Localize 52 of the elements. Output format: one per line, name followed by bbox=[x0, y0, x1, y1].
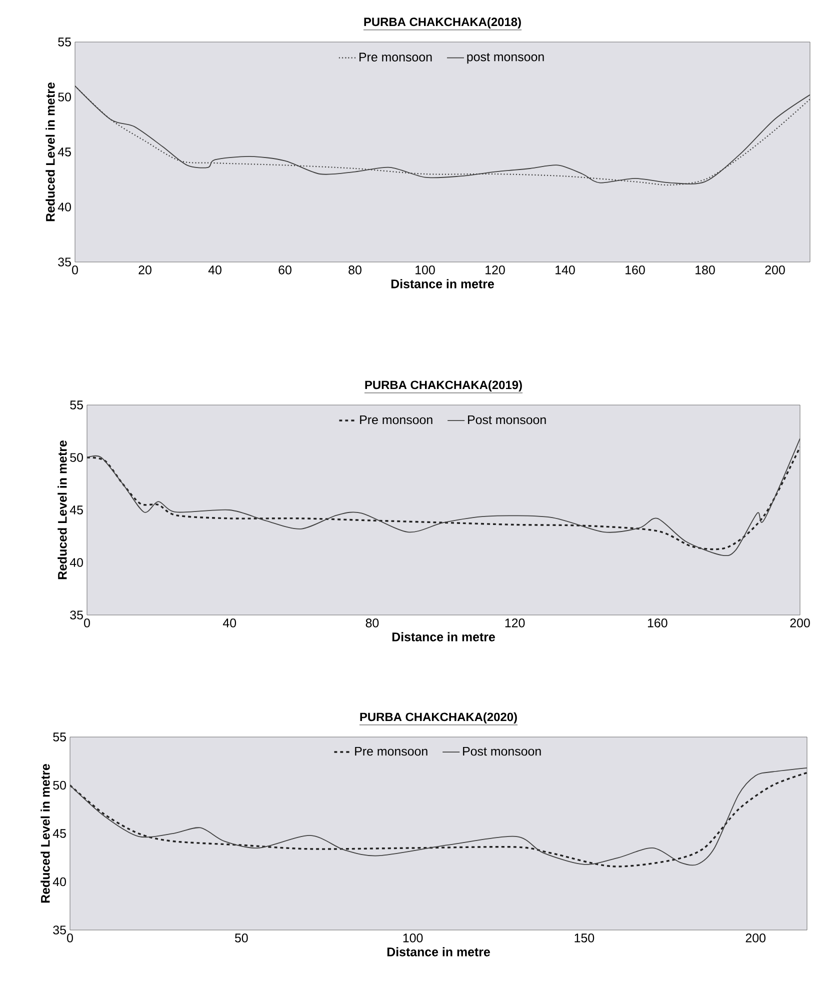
x-tick-label: 140 bbox=[556, 266, 575, 274]
x-tick-label: 100 bbox=[403, 934, 423, 942]
x-tick-label: 60 bbox=[278, 266, 292, 274]
chart-title: PURBA CHAKCHAKA(2019) bbox=[365, 380, 522, 392]
x-tick-label: 0 bbox=[72, 266, 78, 274]
y-tick-label: 50 bbox=[70, 453, 83, 462]
y-axis-title: Reduced Level in metre bbox=[58, 440, 67, 580]
x-tick-label: 80 bbox=[366, 618, 379, 628]
y-tick-label: 45 bbox=[58, 148, 71, 156]
x-tick-label: 100 bbox=[416, 266, 435, 274]
x-tick-label: 0 bbox=[67, 934, 73, 942]
x-tick-label: 40 bbox=[208, 266, 222, 274]
x-tick-label: 150 bbox=[574, 934, 594, 942]
y-tick-label: 35 bbox=[70, 610, 83, 620]
legend-label: Pre monsoon bbox=[359, 52, 432, 62]
y-axis-title: Reduced Level in metre bbox=[40, 764, 50, 903]
y-axis-title: Reduced Level in metre bbox=[46, 82, 55, 222]
y-tick-label: 55 bbox=[53, 732, 66, 742]
legend-label: Post monsoon bbox=[463, 746, 541, 756]
x-tick-label: 120 bbox=[486, 266, 505, 274]
x-tick-label: 160 bbox=[626, 266, 645, 274]
y-tick-label: 50 bbox=[58, 92, 71, 102]
x-tick-label: 180 bbox=[696, 266, 715, 274]
legend-label: Pre monsoon bbox=[355, 746, 428, 756]
y-tick-label: 55 bbox=[70, 400, 83, 410]
x-tick-label: 0 bbox=[84, 618, 90, 628]
x-tick-label: 160 bbox=[648, 618, 668, 628]
y-tick-label: 45 bbox=[52, 829, 66, 838]
y-tick-label: 40 bbox=[52, 877, 66, 886]
x-tick-label: 40 bbox=[222, 618, 236, 628]
y-tick-label: 40 bbox=[58, 202, 71, 212]
x-tick-label: 120 bbox=[505, 618, 525, 628]
chart-title: PURBA CHAKCHAKA(2020) bbox=[360, 712, 517, 724]
x-tick-label: 20 bbox=[138, 266, 152, 274]
legend-label: Post monsoon bbox=[468, 415, 546, 424]
x-tick-label: 200 bbox=[746, 934, 766, 942]
legend-label: Pre monsoon bbox=[360, 415, 432, 424]
legend-label: post monsoon bbox=[467, 53, 544, 64]
x-axis-title: Distance in metre bbox=[392, 632, 495, 642]
x-tick-label: 50 bbox=[234, 934, 248, 942]
x-tick-label: 200 bbox=[790, 618, 810, 628]
x-tick-label: 80 bbox=[348, 266, 362, 274]
y-tick-label: 35 bbox=[58, 258, 71, 266]
chart-title: PURBA CHAKCHAKA(2018) bbox=[364, 17, 521, 29]
x-tick-label: 200 bbox=[765, 266, 785, 274]
y-tick-label: 45 bbox=[70, 506, 83, 514]
y-tick-label: 55 bbox=[58, 38, 71, 46]
x-axis-title: Distance in metre bbox=[387, 947, 490, 956]
y-tick-label: 35 bbox=[53, 926, 66, 934]
y-tick-label: 50 bbox=[53, 780, 66, 790]
x-axis-title: Distance in metre bbox=[391, 279, 494, 288]
y-tick-label: 40 bbox=[70, 558, 83, 567]
